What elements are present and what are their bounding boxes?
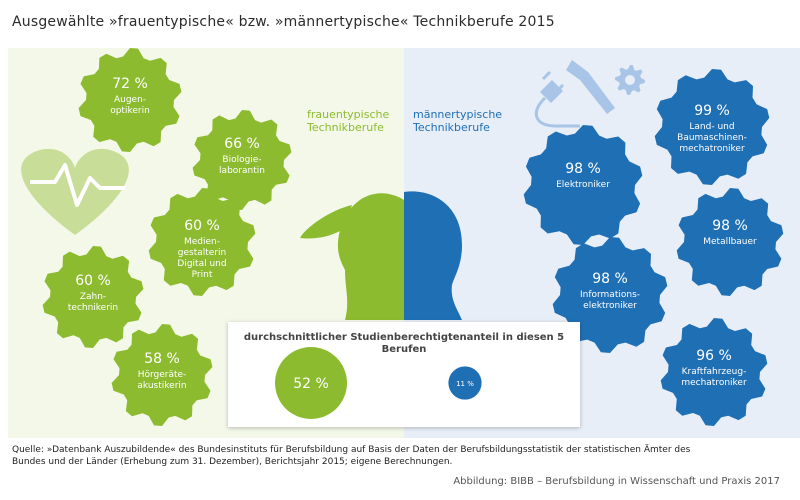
male-gear-3 xyxy=(676,188,784,296)
male-category-label-3: Metallbauer xyxy=(703,237,757,247)
female-group-label: frauentypische Technikberufe xyxy=(307,108,390,134)
wrench-icon xyxy=(566,60,615,114)
average-title: durchschnittlicher Studienberechtigtenan… xyxy=(243,332,565,355)
female-category-label-1: Augen-optikerin xyxy=(110,95,150,116)
female-gear-1 xyxy=(78,48,182,152)
female-gear-2 xyxy=(192,110,292,210)
female-category-label-3: Medien-gestalterin Digital und Print xyxy=(177,237,226,280)
male-gear-1 xyxy=(654,69,770,185)
male-value-label-3: 98 % xyxy=(712,218,748,234)
male-value-label-4: 98 % xyxy=(592,271,628,287)
female-value-label-4: 60 % xyxy=(75,273,111,289)
female-value-label-2: 66 % xyxy=(224,136,260,152)
female-gear-4 xyxy=(42,246,144,348)
male-value-label-1: 99 % xyxy=(694,103,730,119)
male-value-label-5: 96 % xyxy=(696,348,732,364)
female-category-label-4: Zahn-technikerin xyxy=(68,292,118,313)
male-category-label-2: Elektroniker xyxy=(556,180,610,190)
source-note: Quelle: »Datenbank Auszubildende« des Bu… xyxy=(12,445,691,467)
credit-note: Abbildung: BIBB – Berufsbildung in Wisse… xyxy=(453,476,780,487)
average-box: durchschnittlicher Studienberechtigtenan… xyxy=(228,322,580,427)
male-category-label-1: Land- und Baumaschinen-mechatroniker xyxy=(677,122,747,154)
cog-icon xyxy=(615,65,645,95)
female-value-label-1: 72 % xyxy=(112,76,148,92)
female-value-label-3: 60 % xyxy=(184,218,220,234)
female-category-label-2: Biologie-laborantin xyxy=(219,155,265,176)
male-category-label-4: Informations-elektroniker xyxy=(580,290,640,311)
male-group-label: männertypische Technikberufe xyxy=(413,108,503,134)
chart-title: Ausgewählte »frauentypische« bzw. »männe… xyxy=(12,14,555,30)
heart-pulse-icon xyxy=(21,148,129,235)
female-head-icon xyxy=(300,193,404,320)
male-value-label-2: 98 % xyxy=(565,161,601,177)
male-category-label-5: Kraftfahrzeug-mechatroniker xyxy=(681,367,747,388)
plug-icon xyxy=(534,70,580,128)
female-gear-5 xyxy=(111,324,213,426)
female-gear-3 xyxy=(148,188,256,296)
female-category-label-5: Hörgeräte-akustikerin xyxy=(137,370,186,391)
male-gear-5 xyxy=(660,318,768,426)
male-gear-4 xyxy=(552,237,668,353)
female-value-label-5: 58 % xyxy=(144,351,180,367)
male-gear-2 xyxy=(523,125,643,245)
male-head-icon xyxy=(404,191,462,320)
